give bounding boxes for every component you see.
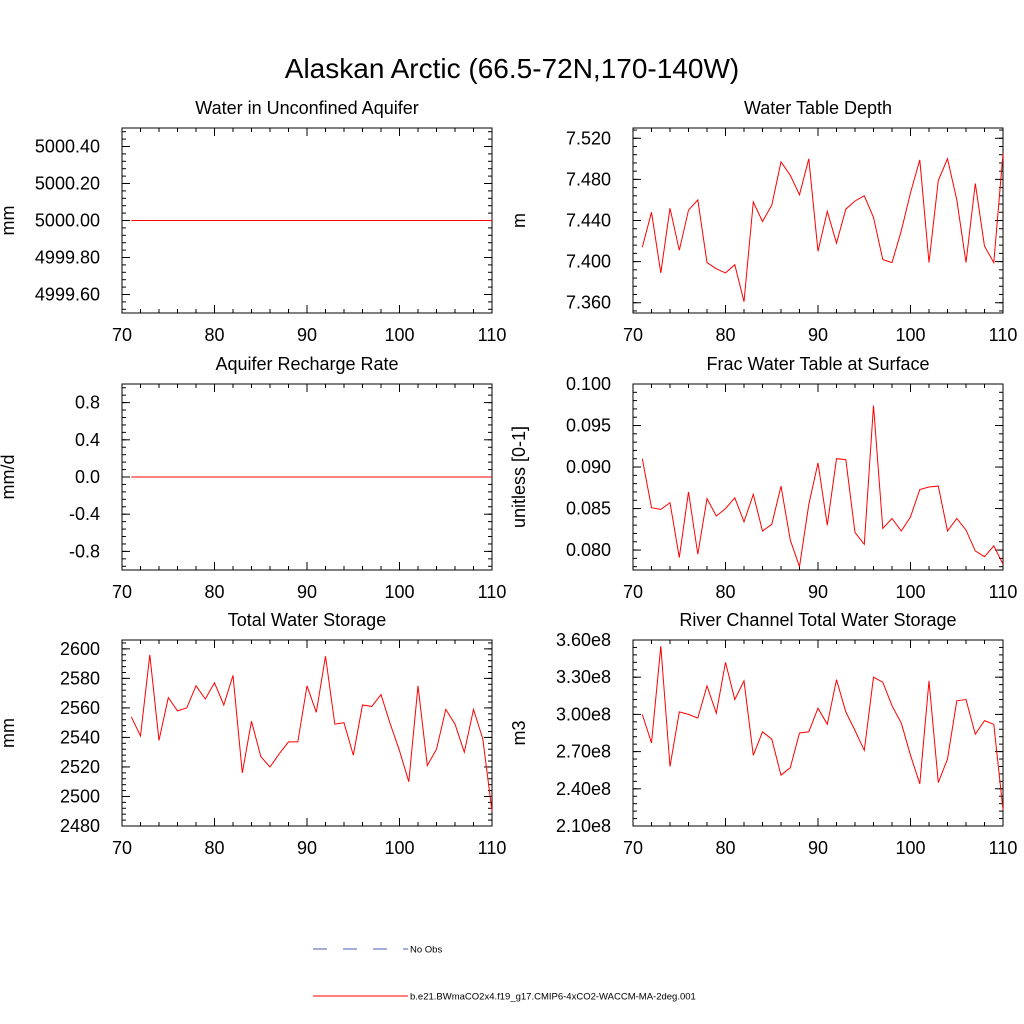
y-tick-label: 0.0 [75, 467, 100, 487]
y-tick-label: 2.70e8 [556, 742, 611, 762]
y-tick-label: 4999.80 [35, 248, 100, 268]
plot-frame [121, 639, 493, 827]
y-tick-label: 0.4 [75, 430, 100, 450]
x-tick-label: 70 [112, 325, 132, 345]
chart-panel-6: River Channel Total Water Storage m3 70 80 9… [509, 610, 1017, 858]
x-tick-label: 100 [895, 582, 925, 602]
x-tick-label: 100 [384, 582, 414, 602]
y-tick-label: 5000.20 [35, 174, 100, 194]
plot-frame [632, 127, 1004, 314]
y-tick-label: 7.400 [566, 252, 611, 272]
series-line-1 [641, 405, 1004, 567]
x-tick-label: 100 [895, 325, 925, 345]
y-tick-label: 7.440 [566, 211, 611, 231]
x-tick-label: 90 [808, 582, 828, 602]
y-tick-label: 7.480 [566, 169, 611, 189]
y-tick-label: 0.8 [75, 393, 100, 413]
legend: No Obs b.e21.BWmaCO2x4.f19_g17.CMIP6-4xC… [313, 945, 696, 1003]
panels-group: Water in Unconfined Aquifer mm 70 80 90 100 11… [0, 98, 1017, 858]
y-tick-label: 2520 [60, 757, 100, 777]
y-tick-label: 2.10e8 [556, 816, 611, 836]
x-tick-label: 80 [715, 582, 735, 602]
chart-panel-5: Total Water Storage mm 70 80 90 100 110 2480 250… [0, 610, 506, 858]
y-tick-label: 2540 [60, 727, 100, 747]
y-tick-label: 4999.60 [35, 285, 100, 305]
y-tick-label: 2480 [60, 816, 100, 836]
chart-panel-4: Frac Water Table at Surface unitless [0-1… [509, 354, 1017, 602]
panel-title: Frac Water Table at Surface [706, 354, 929, 374]
x-tick-label: 100 [895, 838, 925, 858]
x-tick-label: 110 [989, 325, 1018, 345]
y-tick-label: 3.30e8 [556, 667, 611, 687]
y-tick-label: 7.360 [566, 293, 611, 313]
x-tick-label: 70 [112, 582, 132, 602]
x-tick-label: 80 [204, 582, 224, 602]
y-axis-label: mm [0, 206, 18, 236]
chart-panel-3: Aquifer Recharge Rate mm/d 70 80 90 100 110 -0.… [0, 354, 506, 602]
x-tick-label: 100 [384, 325, 414, 345]
x-tick-label: 80 [715, 325, 735, 345]
y-tick-label: 3.00e8 [556, 704, 611, 724]
plot-frame [632, 639, 1004, 827]
y-tick-label: 0.090 [566, 457, 611, 477]
x-tick-label: 110 [478, 325, 507, 345]
x-tick-label: 110 [989, 838, 1018, 858]
panel-title: Water Table Depth [744, 98, 892, 118]
panel-title: Water in Unconfined Aquifer [195, 98, 418, 118]
x-tick-label: 80 [204, 325, 224, 345]
chart-panel-1: Water in Unconfined Aquifer mm 70 80 90 100 11… [0, 98, 506, 345]
y-tick-label: 3.60e8 [556, 630, 611, 650]
y-tick-label: 2.40e8 [556, 779, 611, 799]
chart-panel-2: Water Table Depth m 70 80 90 100 110 7.360 7.400… [509, 98, 1017, 345]
y-tick-label: 2560 [60, 698, 100, 718]
x-tick-label: 70 [623, 582, 643, 602]
x-tick-label: 90 [808, 838, 828, 858]
x-tick-label: 90 [297, 325, 317, 345]
x-tick-label: 70 [623, 838, 643, 858]
y-tick-label: 7.520 [566, 128, 611, 148]
y-axis-label: mm [0, 718, 18, 748]
y-axis-label: mm/d [0, 455, 18, 500]
legend-model-label: b.e21.BWmaCO2x4.f19_g17.CMIP6-4xCO2-WACC… [410, 992, 696, 1003]
panel-title: Aquifer Recharge Rate [215, 354, 398, 374]
y-tick-label: 0.085 [566, 499, 611, 519]
y-tick-label: 5000.00 [35, 211, 100, 231]
legend-no-obs-label: No Obs [410, 945, 442, 956]
x-tick-label: 90 [297, 582, 317, 602]
y-axis-label: m3 [509, 720, 529, 745]
x-tick-label: 90 [808, 325, 828, 345]
y-tick-label: 2600 [60, 639, 100, 659]
y-tick-label: 5000.40 [35, 137, 100, 157]
series-line-1 [641, 153, 1004, 302]
x-tick-label: 110 [989, 582, 1018, 602]
x-tick-label: 70 [112, 838, 132, 858]
x-tick-label: 80 [204, 838, 224, 858]
panel-title: River Channel Total Water Storage [679, 610, 956, 630]
x-tick-label: 110 [478, 582, 507, 602]
panel-title: Total Water Storage [228, 610, 386, 630]
y-tick-label: 0.080 [566, 540, 611, 560]
series-line-1 [641, 646, 1004, 810]
x-tick-label: 100 [384, 838, 414, 858]
plot-frame [632, 383, 1004, 571]
x-tick-label: 80 [715, 838, 735, 858]
y-tick-label: -0.4 [69, 504, 100, 524]
y-tick-label: 2580 [60, 668, 100, 688]
y-axis-label: m [509, 213, 529, 228]
y-tick-label: 0.100 [566, 374, 611, 394]
x-tick-label: 90 [297, 838, 317, 858]
y-tick-label: 2500 [60, 786, 100, 806]
y-tick-label: 0.095 [566, 416, 611, 436]
y-axis-label: unitless [0-1] [509, 426, 529, 528]
figure-title: Alaskan Arctic (66.5-72N,170-140W) [285, 53, 739, 84]
series-line-1 [130, 654, 493, 812]
y-tick-label: -0.8 [69, 541, 100, 561]
x-tick-label: 70 [623, 325, 643, 345]
x-tick-label: 110 [478, 838, 507, 858]
